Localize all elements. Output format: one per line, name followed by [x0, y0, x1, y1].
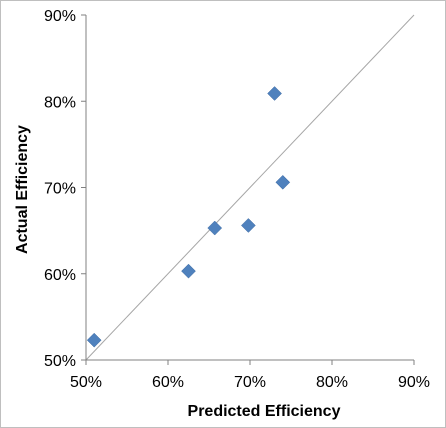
y-tick-label: 70% — [44, 181, 76, 198]
data-point — [241, 218, 256, 233]
x-tick-label: 50% — [70, 374, 102, 391]
x-tick-label: 90% — [398, 374, 430, 391]
x-tick-label: 80% — [316, 374, 348, 391]
data-point — [181, 263, 196, 279]
y-tick-label: 60% — [44, 267, 76, 284]
x-tick-label: 70% — [234, 374, 266, 391]
y-axis-title: Actual Efficiency — [14, 125, 31, 254]
data-point — [275, 174, 291, 190]
reference-line — [85, 14, 415, 361]
x-tick-label: 60% — [152, 374, 184, 391]
data-point — [207, 220, 223, 236]
y-tick-label: 50% — [44, 353, 76, 370]
data-point — [86, 332, 102, 348]
y-tick-label: 80% — [44, 94, 76, 111]
y-tick-label: 90% — [44, 8, 76, 25]
data-point — [267, 86, 282, 101]
x-axis-title: Predicted Efficiency — [188, 403, 341, 420]
